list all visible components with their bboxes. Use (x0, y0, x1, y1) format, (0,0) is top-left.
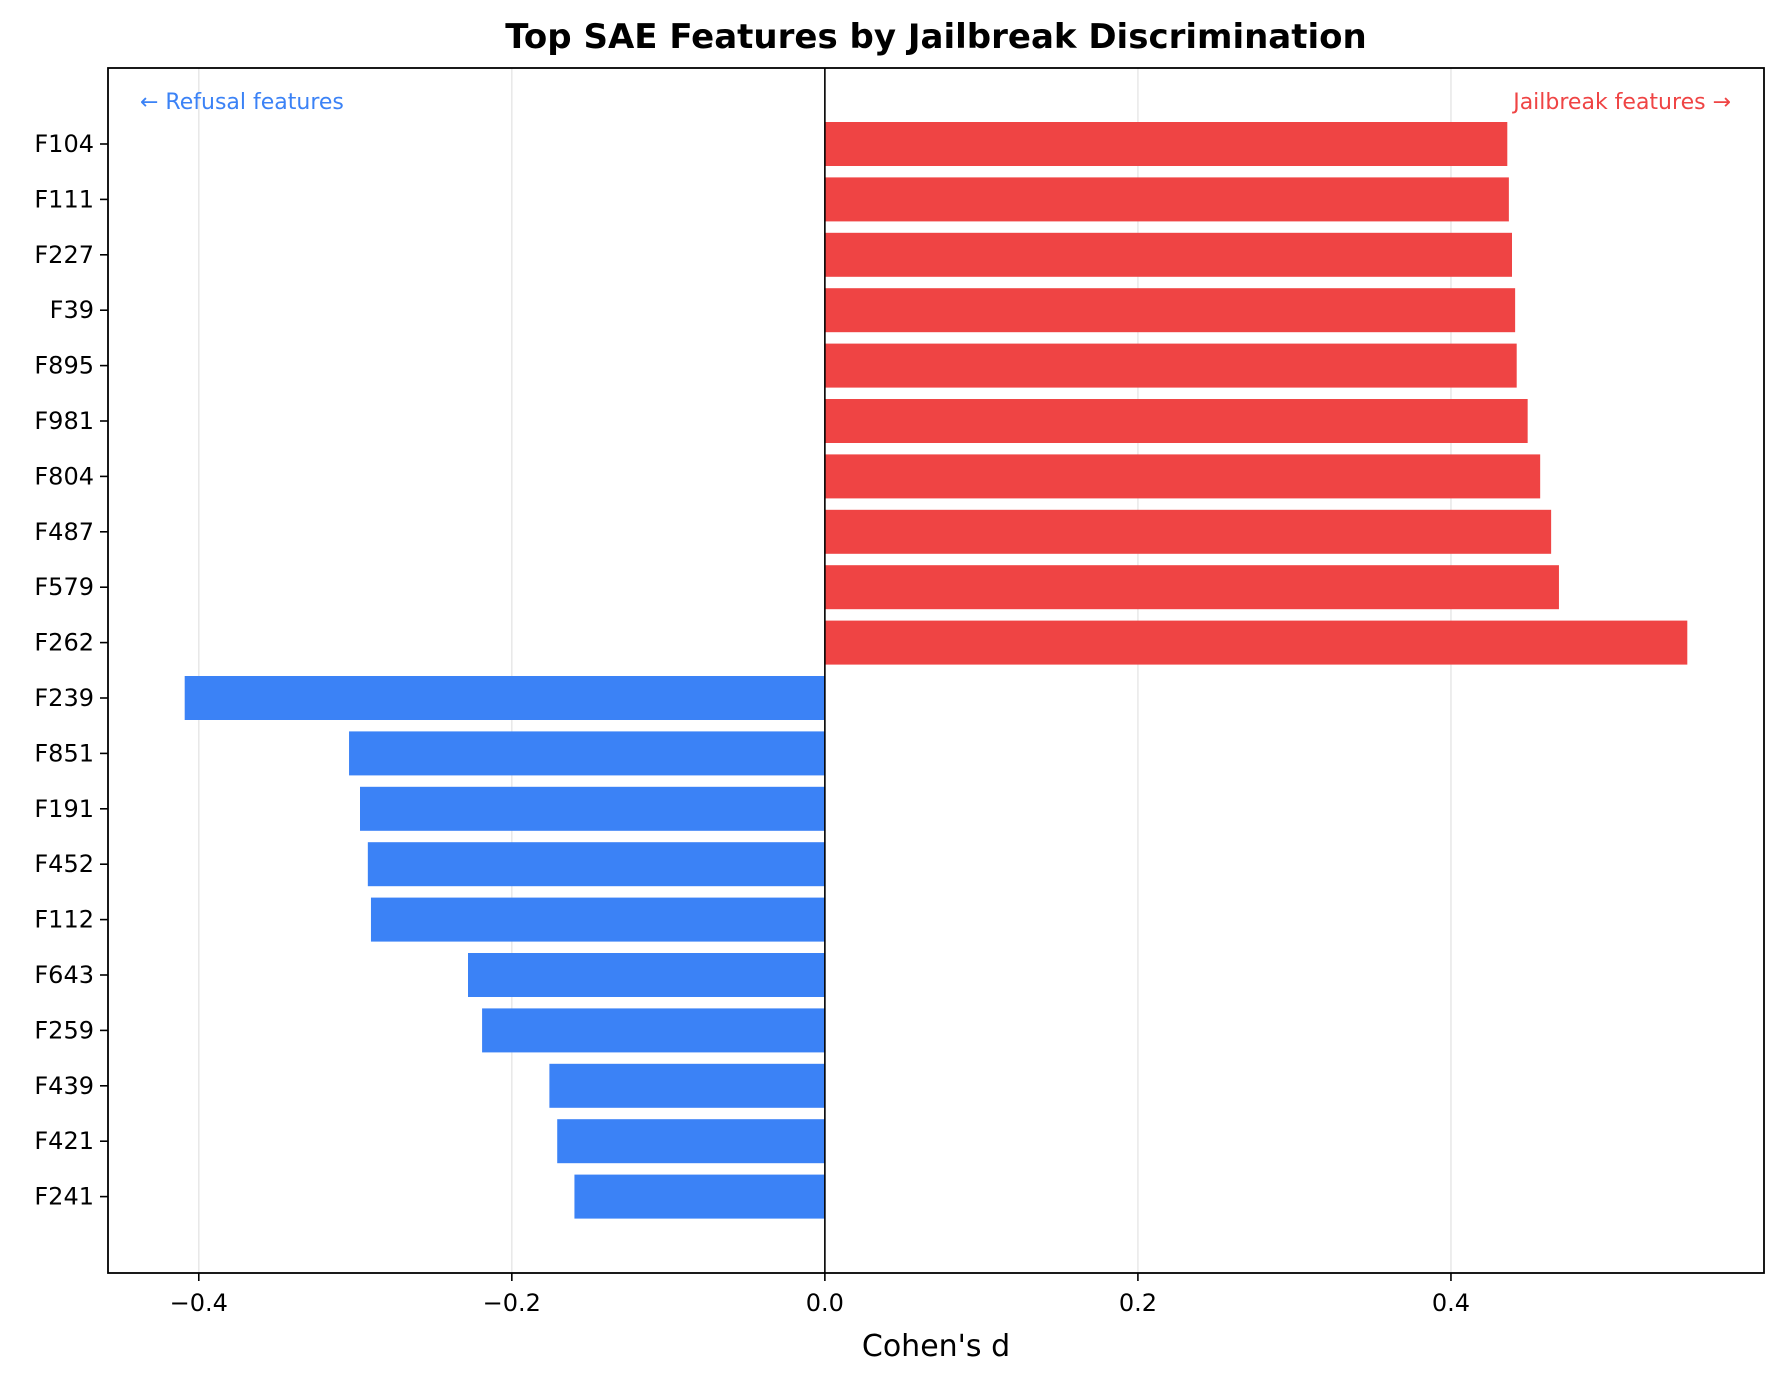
y-tick-label: F191 (34, 795, 94, 823)
y-tick-label: F981 (34, 407, 94, 435)
bar-f259 (482, 1008, 825, 1053)
bar-f452 (367, 842, 825, 887)
bar-f39 (824, 288, 1516, 333)
y-tick-label: F241 (34, 1183, 94, 1211)
bars (184, 122, 1688, 1219)
chart-title: Top SAE Features by Jailbreak Discrimina… (505, 17, 1366, 57)
y-tick-label: F112 (34, 906, 94, 934)
refusal-annotation: ← Refusal features (140, 90, 344, 115)
bar-f104 (824, 122, 1508, 166)
y-tick-label: F452 (34, 850, 94, 878)
bar-f895 (824, 343, 1517, 388)
bar-f981 (824, 399, 1528, 443)
bar-f804 (824, 454, 1541, 499)
y-tick-label: F895 (34, 352, 94, 380)
y-tick-label: F39 (50, 296, 94, 324)
bar-f421 (557, 1119, 825, 1164)
y-tick-label: F259 (34, 1016, 94, 1044)
y-tick-label: F579 (34, 573, 94, 601)
bar-f439 (549, 1063, 825, 1108)
bar-f579 (824, 565, 1559, 610)
y-tick-label: F487 (34, 518, 94, 546)
x-tick-label: 0.4 (1432, 1289, 1470, 1317)
x-axis-label: Cohen's d (862, 1329, 1010, 1364)
bar-f241 (574, 1174, 825, 1219)
y-tick-label: F421 (34, 1127, 94, 1155)
bar-f851 (349, 731, 825, 776)
y-tick-label: F804 (34, 462, 94, 490)
jailbreak-annotation: Jailbreak features → (1511, 90, 1731, 115)
y-axis: F104 F111 F227 F39 F895 F981 F804 F487 F579 F262 F… (34, 130, 108, 1211)
y-tick-label: F104 (34, 130, 94, 158)
plot-frame (107, 67, 1765, 1274)
y-tick-label: F439 (34, 1072, 94, 1100)
x-axis: −0.4 −0.2 0.0 0.2 0.4 (170, 1273, 1470, 1317)
bar-f643 (468, 953, 825, 997)
bar-f227 (824, 232, 1512, 277)
y-tick-label: F643 (34, 961, 94, 989)
y-tick-label: F111 (34, 185, 94, 213)
x-tick-label: 0.2 (1119, 1289, 1157, 1317)
y-tick-label: F262 (34, 629, 94, 657)
bar-f487 (824, 509, 1552, 554)
x-tick-label: 0.0 (806, 1289, 844, 1317)
y-tick-label: F239 (34, 684, 94, 712)
bar-f239 (184, 676, 825, 720)
y-tick-label: F227 (34, 241, 94, 269)
x-tick-label: −0.2 (483, 1289, 541, 1317)
y-tick-label: F851 (34, 739, 94, 767)
x-tick-label: −0.4 (170, 1289, 228, 1317)
bar-f111 (824, 177, 1509, 222)
bar-f112 (370, 897, 825, 942)
bar-f262 (824, 620, 1688, 665)
bar-f191 (360, 786, 825, 831)
